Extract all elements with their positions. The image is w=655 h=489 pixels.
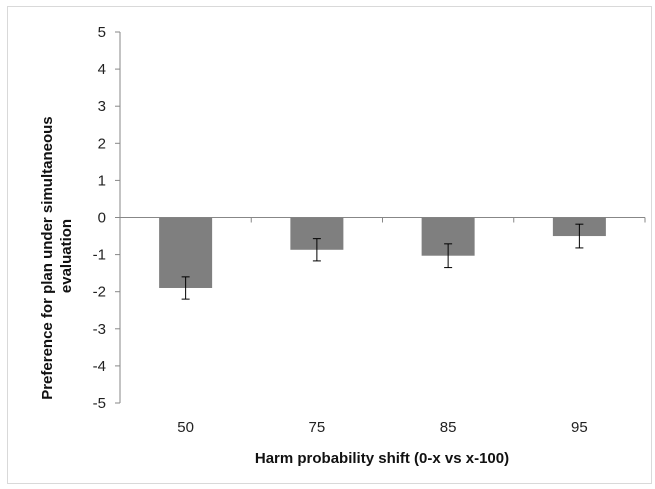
- y-tick-label: 1: [98, 172, 106, 189]
- y-axis: 5 4 3 2 1 0 -1 -2 -3 -4 -5: [93, 24, 121, 412]
- y-tick-label: 0: [98, 210, 106, 227]
- x-tick-label: 95: [571, 419, 588, 436]
- y-axis-title-line-1: Preference for plan under simultaneous: [39, 116, 56, 399]
- bar: [159, 217, 213, 288]
- y-tick-label: 4: [98, 61, 106, 78]
- y-tick-label: -4: [93, 358, 106, 375]
- y-tick-label: 2: [98, 135, 106, 152]
- y-axis-title: Preference for plan under simultaneous e…: [39, 112, 75, 400]
- y-tick-label: -2: [93, 284, 106, 301]
- y-tick-label: -3: [93, 321, 106, 338]
- x-tick-label: 75: [309, 419, 326, 436]
- y-axis-title-line-2: evaluation: [58, 219, 75, 293]
- error-bars: [181, 223, 584, 300]
- bars: [159, 217, 606, 288]
- x-tick-label: 85: [440, 419, 457, 436]
- y-tick-label: 3: [98, 98, 106, 115]
- x-axis-title: Harm probability shift (0-x vs x-100): [255, 450, 509, 467]
- x-tick-label: 50: [177, 419, 194, 436]
- y-tick-label: 5: [98, 24, 106, 41]
- y-tick-label: -1: [93, 247, 106, 264]
- y-tick-label: -5: [93, 395, 106, 412]
